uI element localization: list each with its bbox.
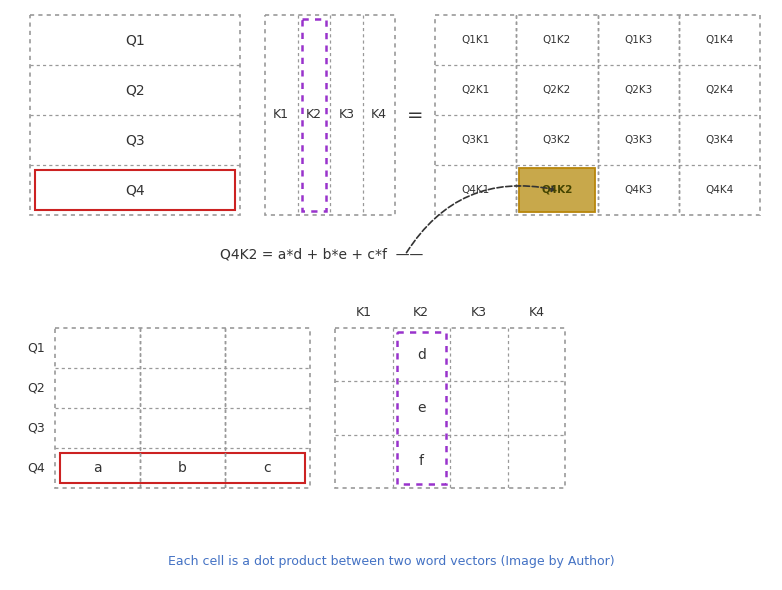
Text: Q3K1: Q3K1 [461,135,490,145]
Text: K4: K4 [529,306,544,320]
Bar [302,19,326,211]
Text: Q2K3: Q2K3 [624,85,652,95]
Text: Q2: Q2 [27,382,45,395]
Bar [396,332,446,484]
Text: a: a [93,461,102,475]
Text: =: = [407,106,423,124]
Text: Q4K2: Q4K2 [541,185,572,195]
Text: Q4: Q4 [125,183,145,197]
Text: Q1: Q1 [27,342,45,355]
Bar [435,15,760,215]
Text: Q3: Q3 [27,421,45,434]
Bar [35,170,235,210]
Bar [335,328,565,488]
Bar [30,15,240,215]
Text: K1: K1 [356,306,371,320]
Text: Q1K1: Q1K1 [461,35,490,45]
Text: Q4K3: Q4K3 [624,185,652,195]
Text: d: d [417,348,425,362]
Text: Q1K4: Q1K4 [705,35,734,45]
Text: Q2K4: Q2K4 [705,85,734,95]
Bar [519,168,594,212]
Text: e: e [417,401,425,415]
Text: Q3: Q3 [125,133,145,147]
Text: Q4K4: Q4K4 [705,185,734,195]
Text: Q3K4: Q3K4 [705,135,734,145]
Text: Each cell is a dot product between two word vectors (Image by Author): Each cell is a dot product between two w… [167,556,615,569]
Text: b: b [178,461,187,475]
Text: K1: K1 [273,109,289,122]
Text: K2: K2 [306,109,321,122]
Bar [265,15,395,215]
Text: K2: K2 [413,306,429,320]
Text: c: c [264,461,271,475]
Text: Q3K2: Q3K2 [543,135,571,145]
Text: K3: K3 [471,306,486,320]
Bar [55,328,310,488]
Text: Q4K1: Q4K1 [461,185,490,195]
Text: K3: K3 [339,109,354,122]
Text: Q1K3: Q1K3 [624,35,652,45]
Text: f: f [418,454,424,468]
Text: Q2K2: Q2K2 [543,85,571,95]
Text: Q3K3: Q3K3 [624,135,652,145]
Text: K4: K4 [371,109,387,122]
Text: Q2: Q2 [125,83,145,97]
Text: Q4: Q4 [27,461,45,474]
Text: Q4K2 = a*d + b*e + c*f  ——: Q4K2 = a*d + b*e + c*f —— [220,248,423,262]
Text: Q1: Q1 [125,33,145,47]
Bar [60,453,305,483]
Text: Q1K2: Q1K2 [543,35,571,45]
Text: Q2K1: Q2K1 [461,85,490,95]
